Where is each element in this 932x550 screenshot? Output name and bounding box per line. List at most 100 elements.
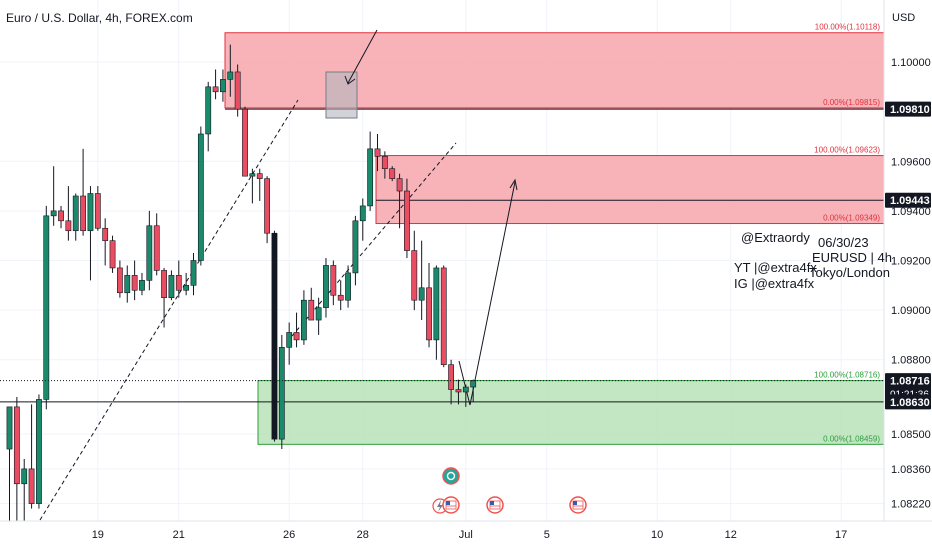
candle-body[interactable] <box>175 275 182 291</box>
zone-high-label: 100.00%(1.09623) <box>814 146 880 155</box>
candle-body[interactable] <box>13 406 20 485</box>
currency-label[interactable]: USD <box>892 12 915 24</box>
candle-body[interactable] <box>131 275 138 291</box>
candle-body[interactable] <box>264 178 270 234</box>
candle-body[interactable] <box>6 406 13 450</box>
candle-body[interactable] <box>337 294 344 301</box>
projection-path[interactable] <box>458 181 516 406</box>
price-axis[interactable] <box>884 0 932 550</box>
candle-body[interactable] <box>308 299 315 321</box>
session-note[interactable]: Tokyo/London <box>809 265 890 280</box>
candle-body[interactable] <box>330 265 337 296</box>
candle-body[interactable] <box>256 173 263 179</box>
candle-body[interactable] <box>197 133 204 261</box>
candle-body[interactable] <box>286 332 293 348</box>
candle-body[interactable] <box>50 210 57 217</box>
candle-body[interactable] <box>139 280 145 291</box>
candle-body[interactable] <box>65 220 72 232</box>
price-tag[interactable]: 1.09810 <box>885 101 931 117</box>
candle-body[interactable] <box>426 287 432 341</box>
trendline-left[interactable] <box>39 99 299 521</box>
trendline-right[interactable] <box>291 142 457 337</box>
candle-body[interactable] <box>80 195 86 232</box>
time-axis-ticks[interactable]: 19 21 26 28 Jul 5 10 12 17 <box>92 529 848 541</box>
candle-body[interactable] <box>323 265 329 308</box>
drawings-layer <box>39 29 518 521</box>
candle-body[interactable] <box>153 225 160 271</box>
candle-body[interactable] <box>212 86 219 93</box>
candle-body[interactable] <box>109 240 116 269</box>
candle-body[interactable] <box>249 173 256 177</box>
candle-body[interactable] <box>220 79 226 93</box>
candle-body[interactable] <box>433 267 440 341</box>
candle-body[interactable] <box>43 215 50 400</box>
candle-body[interactable] <box>278 347 285 440</box>
candle-body[interactable] <box>418 287 425 301</box>
price-tag[interactable]: 1.08630 <box>885 394 931 410</box>
candle-body[interactable] <box>102 227 109 241</box>
candle-body[interactable] <box>72 195 79 232</box>
date-note[interactable]: 06/30/23 <box>818 235 869 250</box>
price-tick-label: 1.09000 <box>891 305 931 317</box>
candle-body[interactable] <box>462 386 469 393</box>
supply-zone-mid[interactable] <box>375 155 885 225</box>
candle-body[interactable] <box>271 232 278 440</box>
candle-body[interactable] <box>396 178 403 192</box>
candle-body[interactable] <box>300 299 307 341</box>
candle-body[interactable] <box>411 250 418 301</box>
pair-note[interactable]: EURUSD | 4h <box>812 250 892 265</box>
us-flag-event-icon[interactable] <box>569 496 587 514</box>
candle-body[interactable] <box>315 307 322 321</box>
candle-body[interactable] <box>352 220 359 274</box>
price-tag-bg <box>885 373 931 402</box>
us-flag-event-icon[interactable] <box>486 496 504 514</box>
candle-body[interactable] <box>161 270 167 299</box>
price-tick-label: 1.09400 <box>891 206 931 218</box>
candle-body[interactable] <box>146 225 153 281</box>
candle-body[interactable] <box>168 275 175 299</box>
candle-body[interactable] <box>242 108 248 177</box>
candle-body[interactable] <box>470 380 477 388</box>
price-tag[interactable]: 1.09443 <box>885 192 931 208</box>
highlight-box[interactable] <box>325 71 358 119</box>
currency-event-icon[interactable] <box>442 467 460 485</box>
candle-body[interactable] <box>345 272 351 301</box>
symbol-title[interactable]: Euro / U.S. Dollar, 4h, FOREX.com <box>6 11 193 25</box>
time-tick-label: 17 <box>835 529 847 541</box>
price-tag-bg <box>885 101 931 117</box>
candle-body[interactable] <box>367 148 374 207</box>
zone-high-label: 100.00%(1.08716) <box>814 371 880 380</box>
candle-body[interactable] <box>227 71 234 80</box>
demand-zone[interactable] <box>257 380 885 445</box>
youtube-note[interactable]: YT |@extra4fx <box>734 260 817 275</box>
candle-body[interactable] <box>94 193 101 229</box>
candle-body[interactable] <box>234 71 241 110</box>
candle-body[interactable] <box>58 210 64 222</box>
candle-body[interactable] <box>404 190 410 251</box>
candle-body[interactable] <box>374 148 381 157</box>
candle-body[interactable] <box>455 389 462 393</box>
candle-body[interactable] <box>21 468 28 485</box>
candle-body[interactable] <box>124 275 131 294</box>
candle-body[interactable] <box>87 193 94 232</box>
us-flag-event-icon[interactable] <box>442 496 460 514</box>
instagram-note[interactable]: IG |@extra4fx <box>734 276 815 291</box>
candle-body[interactable] <box>389 168 396 179</box>
candle-body[interactable] <box>28 468 35 504</box>
candle-body[interactable] <box>205 86 212 135</box>
candle-body[interactable] <box>293 332 300 341</box>
candle-body[interactable] <box>359 205 366 222</box>
candle-body[interactable] <box>440 267 447 366</box>
candle-body[interactable] <box>36 399 42 504</box>
candle-body[interactable] <box>117 267 123 294</box>
supply-zone-top[interactable] <box>224 32 885 109</box>
price-tick-label: 1.10000 <box>891 57 931 69</box>
author-note[interactable]: @Extraordy <box>741 230 810 245</box>
candle-body[interactable] <box>190 260 197 286</box>
candle-body[interactable] <box>381 156 388 170</box>
price-tick-label: 1.08800 <box>891 355 931 367</box>
candle-body[interactable] <box>183 285 190 291</box>
pointer-arrow[interactable] <box>347 29 378 84</box>
candle-body[interactable] <box>448 364 454 390</box>
